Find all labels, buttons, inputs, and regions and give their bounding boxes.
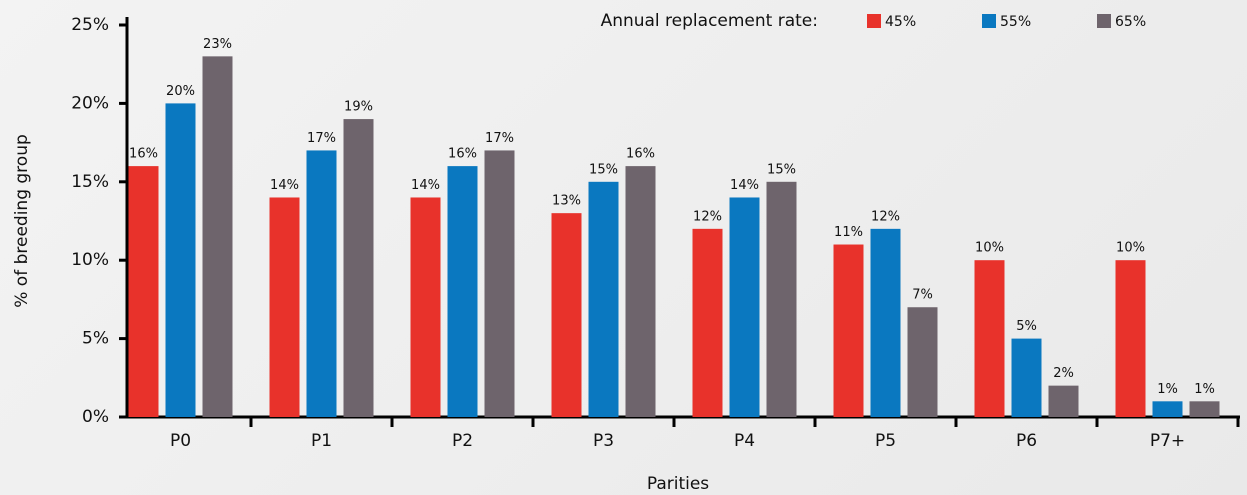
bar <box>625 166 656 417</box>
value-label: 15% <box>589 162 618 177</box>
y-tick-label: 10% <box>71 250 109 270</box>
value-label: 19% <box>344 100 373 115</box>
value-label: 16% <box>129 147 158 162</box>
value-label: 10% <box>1116 241 1145 256</box>
legend-swatch <box>1097 14 1111 28</box>
x-tick-label: P6 <box>1016 431 1037 451</box>
bar <box>1048 385 1079 417</box>
y-axis-title: % of breeding group <box>12 134 32 308</box>
bar <box>343 119 374 417</box>
bar <box>551 213 582 417</box>
x-tick-label: P2 <box>452 431 473 451</box>
legend-title: Annual replacement rate: <box>601 11 818 31</box>
x-tick-label: P5 <box>875 431 896 451</box>
bar <box>165 103 196 418</box>
y-tick-label: 25% <box>71 15 109 35</box>
bar <box>974 260 1005 417</box>
x-tick-label: P3 <box>593 431 614 451</box>
bar <box>1152 401 1183 417</box>
y-tick-label: 5% <box>82 329 109 349</box>
value-label: 14% <box>730 178 759 193</box>
value-label: 14% <box>411 178 440 193</box>
bar <box>484 150 515 417</box>
bar <box>692 228 723 417</box>
bar <box>202 56 233 418</box>
bar <box>306 150 337 417</box>
value-label: 12% <box>693 209 722 224</box>
bar <box>128 166 159 417</box>
value-label: 20% <box>166 84 195 99</box>
bar <box>410 197 441 417</box>
value-label: 5% <box>1016 319 1037 334</box>
value-label: 16% <box>448 147 477 162</box>
bar <box>1189 401 1220 417</box>
x-tick-label: P4 <box>734 431 755 451</box>
legend-label: 55% <box>1000 14 1031 30</box>
x-tick-label: P0 <box>170 431 191 451</box>
y-tick-label: 0% <box>82 407 109 427</box>
value-label: 7% <box>912 288 933 303</box>
value-label: 17% <box>485 131 514 146</box>
bar <box>833 244 864 417</box>
legend-swatch <box>867 14 881 28</box>
legend-label: 65% <box>1115 14 1146 30</box>
x-tick-label: P1 <box>311 431 332 451</box>
value-label: 1% <box>1194 382 1215 397</box>
value-label: 16% <box>626 147 655 162</box>
bar <box>729 197 760 417</box>
x-tick-label: P7+ <box>1150 431 1185 451</box>
y-tick-label: 20% <box>71 93 109 113</box>
bar <box>1011 338 1042 417</box>
value-label: 17% <box>307 131 336 146</box>
bar <box>1115 260 1146 417</box>
bar <box>907 307 938 417</box>
bar <box>269 197 300 417</box>
value-label: 12% <box>871 209 900 224</box>
legend-label: 45% <box>885 14 916 30</box>
value-label: 13% <box>552 194 581 209</box>
value-label: 2% <box>1053 366 1074 381</box>
value-label: 15% <box>767 162 796 177</box>
bar <box>870 228 901 417</box>
value-label: 23% <box>203 37 232 52</box>
bar <box>766 181 797 417</box>
value-label: 10% <box>975 241 1004 256</box>
value-label: 14% <box>270 178 299 193</box>
y-tick-label: 15% <box>71 172 109 192</box>
x-axis-title: Parities <box>647 474 709 494</box>
bar <box>588 181 619 417</box>
legend-swatch <box>982 14 996 28</box>
value-label: 1% <box>1157 382 1178 397</box>
value-label: 11% <box>834 225 863 240</box>
bar <box>447 166 478 417</box>
